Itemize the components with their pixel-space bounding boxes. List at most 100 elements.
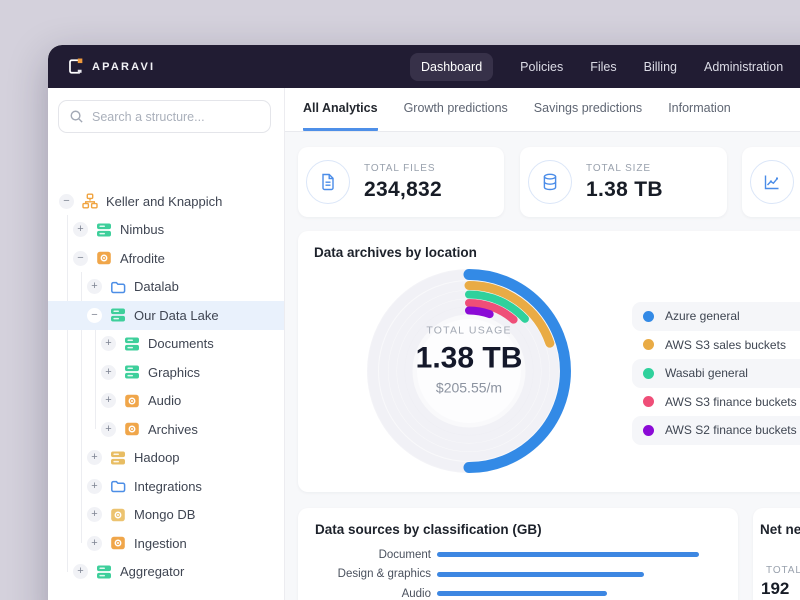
- tab-growth-predictions[interactable]: Growth predictions: [403, 101, 508, 115]
- tab-information[interactable]: Information: [668, 101, 731, 115]
- expand-expander[interactable]: +: [101, 336, 116, 352]
- sidebar: − Keller and Knappich + Nimbus − Afrodit…: [48, 88, 285, 600]
- legend-label: Azure general: [665, 309, 740, 324]
- bar-chart: Document Design & graphics Audio: [298, 545, 738, 600]
- stat-label: TOTAL SIZE: [586, 162, 651, 174]
- bar-row-audio: Audio: [298, 584, 738, 600]
- tree-item-label: Our Data Lake: [134, 307, 219, 323]
- aparavi-logo: APARAVI: [66, 57, 155, 76]
- document-icon: [318, 172, 338, 192]
- legend-item-aws-s3-finance-buckets[interactable]: AWS S3 finance buckets: [632, 388, 800, 417]
- tree-item-label: Graphics: [148, 364, 201, 380]
- bar-track: [437, 571, 738, 577]
- bar-category-label: Document: [378, 548, 431, 561]
- expand-expander[interactable]: +: [73, 564, 88, 580]
- legend-item-azure-general[interactable]: Azure general: [632, 302, 800, 331]
- tree-item-graphics[interactable]: + Graphics: [48, 358, 284, 387]
- folder-icon: [110, 279, 126, 295]
- bucket-icon: [110, 535, 126, 551]
- nav-item-policies[interactable]: Policies: [520, 59, 564, 74]
- tree-item-hadoop[interactable]: + Hadoop: [48, 444, 284, 473]
- app-window: APARAVI Dashboard Policies Files Billing…: [48, 45, 800, 600]
- database-icon: [540, 172, 560, 192]
- bar-fill: [437, 552, 699, 558]
- legend-label: AWS S3 finance buckets: [665, 394, 797, 409]
- tree-item-aggregator[interactable]: + Aggregator: [48, 558, 284, 587]
- analytics-tab-bar: All Analytics Growth predictions Savings…: [285, 88, 800, 132]
- bar-category-label: Design & graphics: [337, 568, 431, 581]
- tree-item-label: Audio: [148, 393, 182, 409]
- expand-expander[interactable]: +: [101, 364, 116, 380]
- data-sources-by-classification-card: Data sources by classification (GB) Docu…: [298, 508, 738, 600]
- stat-label: TOTAL: [766, 565, 800, 576]
- bar-row-design-graphics: Design & graphics: [298, 565, 738, 585]
- bucket-icon: [124, 393, 140, 409]
- tree-guide-line: [81, 272, 82, 543]
- stat-value: 192: [761, 579, 790, 598]
- stat-icon-circle: [528, 160, 572, 204]
- stack-icon: [124, 336, 140, 352]
- collapse-expander[interactable]: −: [59, 193, 74, 209]
- expand-expander[interactable]: +: [101, 421, 116, 437]
- tree-item-afrodite[interactable]: − Afrodite: [48, 244, 284, 273]
- tree-item-label: Aggregator: [120, 564, 185, 580]
- structure-search[interactable]: [58, 100, 271, 133]
- total-usage-label: TOTAL USAGE: [426, 324, 512, 337]
- legend-item-wasabi-general[interactable]: Wasabi general: [632, 359, 800, 388]
- expand-expander[interactable]: +: [87, 450, 102, 466]
- tree-item-ingestion[interactable]: + Ingestion: [48, 529, 284, 558]
- tree-item-datalab[interactable]: + Datalab: [48, 273, 284, 302]
- expand-expander[interactable]: +: [87, 279, 102, 295]
- tab-all-analytics[interactable]: All Analytics: [303, 101, 378, 131]
- expand-expander[interactable]: +: [87, 478, 102, 494]
- tree-item-keller-and-knappich[interactable]: − Keller and Knappich: [48, 187, 284, 216]
- tree-item-integrations[interactable]: + Integrations: [48, 472, 284, 501]
- main-nav: Dashboard Policies Files Billing Adminis…: [410, 45, 800, 88]
- tree-item-label: Hadoop: [134, 450, 180, 466]
- donut-legend: Azure general AWS S3 sales buckets Wasab…: [632, 302, 800, 445]
- stack-icon: [110, 307, 126, 323]
- tab-savings-predictions[interactable]: Savings predictions: [533, 101, 643, 115]
- nav-item-billing[interactable]: Billing: [643, 59, 677, 74]
- legend-dot: [643, 424, 654, 436]
- chart-title: Data sources by classification (GB): [315, 522, 542, 537]
- stat-card-clipped: [742, 147, 800, 217]
- legend-item-aws-s2-finance-buckets[interactable]: AWS S2 finance buckets: [632, 416, 800, 445]
- total-usage-value: 1.38 TB: [415, 341, 523, 375]
- nav-item-dashboard[interactable]: Dashboard: [410, 52, 494, 81]
- tree-item-nimbus[interactable]: + Nimbus: [48, 216, 284, 245]
- stack-icon: [124, 364, 140, 380]
- collapse-expander[interactable]: −: [87, 307, 102, 323]
- tree-item-archives[interactable]: + Archives: [48, 415, 284, 444]
- tree-item-our-data-lake[interactable]: − Our Data Lake: [48, 301, 284, 330]
- net-new-files-card: Net new files TOTAL 192: [753, 508, 800, 600]
- tree-item-label: Archives: [148, 421, 198, 437]
- stack-icon: [96, 222, 112, 238]
- legend-dot: [643, 339, 654, 351]
- tree-item-mongo-db[interactable]: + Mongo DB: [48, 501, 284, 530]
- tree-item-audio[interactable]: + Audio: [48, 387, 284, 416]
- tree-item-label: Ingestion: [134, 535, 187, 551]
- collapse-expander[interactable]: −: [73, 250, 88, 266]
- tree-guide-line: [67, 215, 68, 572]
- search-input[interactable]: [92, 109, 260, 124]
- expand-expander[interactable]: +: [87, 507, 102, 523]
- expand-expander[interactable]: +: [101, 393, 116, 409]
- legend-item-aws-s3-sales-buckets[interactable]: AWS S3 sales buckets: [632, 331, 800, 360]
- stack-icon: [110, 450, 126, 466]
- nav-item-administration[interactable]: Administration: [704, 59, 784, 74]
- tree-item-label: Mongo DB: [134, 507, 196, 523]
- expand-expander[interactable]: +: [87, 535, 102, 551]
- expand-expander[interactable]: +: [73, 222, 88, 238]
- tree-guide-line: [95, 329, 96, 429]
- chart-title: Data archives by location: [314, 245, 477, 260]
- stat-icon-circle: [750, 160, 794, 204]
- stat-label: TOTAL FILES: [364, 162, 436, 174]
- search-icon: [69, 109, 84, 124]
- nav-item-files[interactable]: Files: [590, 59, 617, 74]
- tree-item-documents[interactable]: + Documents: [48, 330, 284, 359]
- bar-fill: [437, 571, 644, 577]
- tree-item-label: Integrations: [134, 478, 202, 494]
- structure-tree: − Keller and Knappich + Nimbus − Afrodit…: [48, 187, 284, 586]
- stat-value: 234,832: [364, 177, 443, 201]
